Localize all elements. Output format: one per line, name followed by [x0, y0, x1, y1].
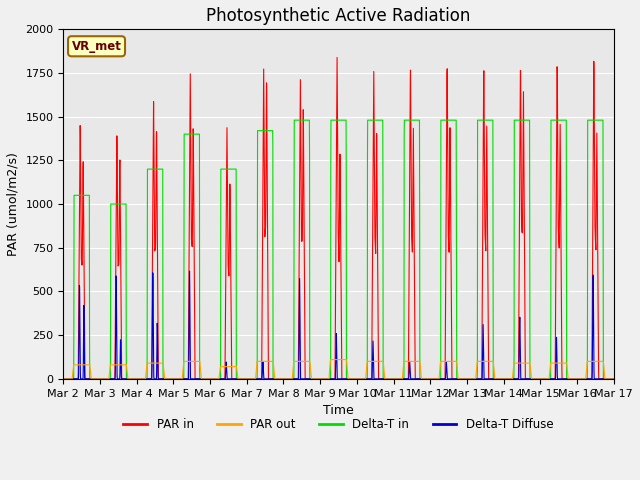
Delta-T Diffuse [444, 376, 451, 382]
PAR out [444, 359, 451, 364]
Delta-T in [444, 117, 451, 123]
Line: Delta-T Diffuse: Delta-T Diffuse [63, 271, 614, 379]
PAR in [408, 245, 416, 251]
Delta-T in [291, 117, 298, 123]
Delta-T Diffuse [473, 376, 481, 382]
Delta-T in [473, 376, 481, 382]
Delta-T Diffuse [186, 268, 193, 274]
Legend: PAR in, PAR out, Delta-T in, Delta-T Diffuse: PAR in, PAR out, Delta-T in, Delta-T Dif… [119, 413, 558, 436]
Text: VR_met: VR_met [72, 40, 122, 53]
PAR out [514, 360, 522, 366]
Line: PAR in: PAR in [63, 58, 614, 379]
PAR in [60, 376, 67, 382]
Line: Delta-T in: Delta-T in [63, 120, 614, 379]
Delta-T in [610, 376, 618, 382]
PAR in [514, 376, 522, 382]
Delta-T Diffuse [408, 376, 416, 382]
Delta-T in [60, 376, 67, 382]
X-axis label: Time: Time [323, 404, 354, 417]
Title: Photosynthetic Active Radiation: Photosynthetic Active Radiation [206, 7, 470, 25]
Delta-T in [444, 117, 451, 123]
Delta-T in [408, 117, 416, 123]
Line: PAR out: PAR out [63, 360, 614, 379]
Delta-T in [514, 117, 522, 123]
PAR in [333, 55, 341, 60]
Delta-T Diffuse [444, 376, 451, 382]
Delta-T Diffuse [610, 376, 618, 382]
Delta-T Diffuse [514, 376, 522, 382]
PAR out [234, 375, 242, 381]
PAR in [473, 376, 481, 382]
PAR in [610, 376, 618, 382]
Delta-T Diffuse [234, 376, 242, 382]
PAR out [444, 359, 451, 364]
PAR out [408, 359, 416, 364]
Delta-T Diffuse [60, 376, 67, 382]
PAR in [444, 96, 451, 102]
PAR in [234, 376, 242, 382]
PAR out [327, 357, 335, 362]
PAR out [473, 363, 481, 369]
Y-axis label: PAR (umol/m2/s): PAR (umol/m2/s) [7, 152, 20, 256]
Delta-T in [234, 376, 242, 382]
PAR in [444, 127, 451, 132]
PAR out [610, 376, 618, 382]
PAR out [60, 376, 67, 382]
